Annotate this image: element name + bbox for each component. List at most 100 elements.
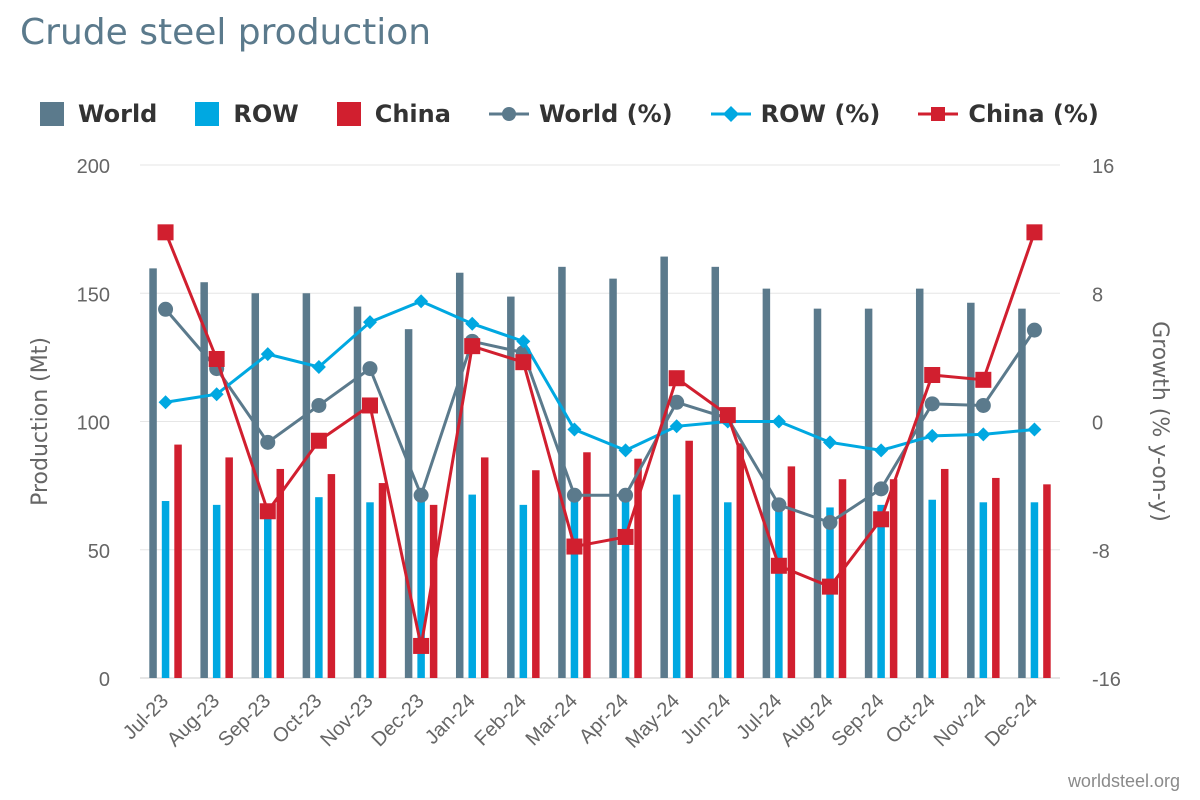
point-row — [311, 359, 326, 374]
y2-axis-title: Growth (% y-on-y) — [1147, 321, 1172, 522]
point-row — [209, 387, 224, 402]
y-tick-label: 0 — [99, 669, 110, 691]
point-row — [976, 427, 991, 442]
legend-square-marker-icon — [918, 107, 959, 121]
bar-row — [264, 508, 272, 678]
bar-world — [915, 288, 924, 678]
x-tick-label: Sep-24 — [827, 690, 888, 751]
bar-china — [838, 479, 847, 678]
point-row — [158, 395, 173, 410]
point-china — [719, 407, 736, 424]
x-tick-label: Feb-24 — [470, 690, 530, 750]
point-row — [363, 315, 377, 330]
y-tick-label: 200 — [77, 156, 110, 178]
point-china — [157, 224, 174, 241]
bar-world — [251, 293, 260, 678]
point-row — [874, 443, 889, 458]
point-world — [566, 487, 582, 503]
y2-tick-label: 0 — [1092, 413, 1103, 435]
y-tick-label: 50 — [88, 541, 110, 563]
bar-china — [992, 477, 1000, 678]
point-china — [1026, 224, 1043, 241]
bar-row — [570, 493, 579, 678]
bar-world — [967, 302, 975, 678]
bar-world — [404, 329, 413, 678]
point-china — [770, 557, 787, 574]
y-axis-title: Production (Mt) — [28, 337, 53, 506]
point-china — [362, 397, 378, 414]
legend-item-row-pct[interactable]: ROW (%) — [710, 100, 880, 128]
x-tick-label: Sep-23 — [214, 690, 275, 751]
bar-row — [928, 499, 936, 678]
point-world — [873, 481, 889, 497]
legend-label-china: China — [374, 100, 451, 128]
legend-item-china[interactable]: China — [336, 100, 451, 128]
legend-swatch-world — [40, 102, 64, 126]
point-world — [975, 397, 991, 413]
bar-world — [609, 278, 617, 678]
bar-row — [212, 504, 221, 678]
x-tick-label: Mar-24 — [522, 690, 582, 750]
point-world — [822, 514, 838, 530]
point-row — [567, 422, 582, 437]
point-world — [362, 361, 378, 377]
point-china — [515, 354, 532, 371]
y-tick-label: 100 — [77, 413, 110, 435]
x-tick-label: Oct-24 — [882, 690, 940, 748]
x-tick-label: Aug-23 — [163, 690, 224, 751]
bar-china — [634, 458, 642, 678]
series-line-china — [164, 231, 1036, 647]
legend-label-world: World — [78, 100, 158, 128]
legend-swatch-china — [336, 102, 361, 126]
point-row — [823, 435, 837, 450]
y2-tick-label: -16 — [1092, 669, 1121, 691]
point-row — [260, 347, 275, 362]
series-line-world — [164, 308, 1036, 525]
x-tick-label: Jun-24 — [677, 690, 736, 749]
bar-row — [672, 494, 681, 678]
bar-world — [302, 293, 311, 678]
bar-china — [378, 483, 387, 678]
legend-item-row[interactable]: ROW — [195, 100, 299, 128]
bar-world — [353, 306, 362, 678]
point-china — [924, 367, 941, 384]
x-tick-label: Aug-24 — [776, 690, 837, 751]
bar-china — [327, 474, 336, 678]
point-china — [464, 338, 481, 355]
x-tick-label: Dec-23 — [367, 690, 428, 751]
legend-circle-marker-icon — [488, 107, 529, 121]
bar-row — [724, 502, 732, 678]
bar-row — [519, 504, 528, 678]
legend-label-world-pct: World (%) — [538, 100, 673, 128]
bar-world — [507, 296, 515, 678]
legend-diamond-marker-icon — [710, 106, 751, 122]
x-tick-label: Oct-23 — [268, 690, 326, 748]
point-china — [208, 350, 225, 367]
point-world — [260, 434, 276, 450]
bar-row — [621, 499, 630, 678]
bar-world — [864, 308, 873, 678]
point-row — [465, 316, 480, 331]
bar-china — [174, 444, 182, 678]
x-tick-label: May-24 — [621, 690, 684, 753]
bar-world — [149, 268, 157, 678]
bar-row — [468, 494, 476, 678]
legend-item-world-pct[interactable]: World (%) — [488, 100, 673, 128]
legend-item-china-pct[interactable]: China (%) — [918, 100, 1099, 128]
point-china — [668, 370, 685, 387]
point-china — [975, 371, 992, 388]
point-china — [413, 637, 430, 654]
point-row — [925, 428, 940, 443]
legend-item-world[interactable]: World — [40, 100, 157, 128]
bar-row — [366, 502, 374, 678]
x-tick-label: Dec-24 — [981, 690, 1042, 751]
point-world — [413, 487, 429, 503]
y2-tick-label: 8 — [1092, 284, 1103, 306]
point-china — [310, 432, 327, 449]
legend-label-row: ROW — [233, 100, 299, 128]
point-china — [822, 578, 838, 595]
bar-china — [940, 468, 949, 678]
x-tick-label: Nov-23 — [316, 690, 377, 751]
bar-row — [1030, 502, 1039, 678]
bar-row — [161, 501, 170, 678]
